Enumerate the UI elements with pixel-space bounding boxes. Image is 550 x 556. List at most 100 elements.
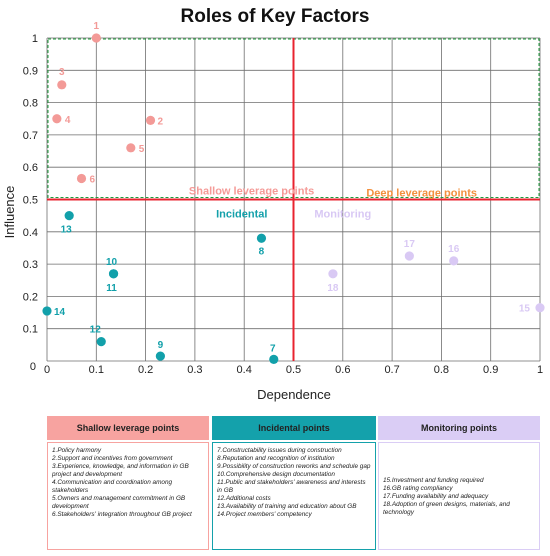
x-tick-label: 0.8 [434,364,449,376]
data-label: 15 [519,304,531,315]
data-point [64,211,74,221]
data-label: 8 [259,246,265,257]
x-tick-label: 0.2 [138,364,153,376]
legend-item: 3.Experience, knowledge, and information… [52,463,189,478]
region-label: Incidental [216,208,267,220]
data-point [91,33,101,43]
data-label: 11 [106,283,117,294]
legend-item: 9.Possibility of construction reworks an… [217,463,371,470]
data-label: 3 [59,67,65,78]
data-label: 13 [61,225,73,236]
x-tick-label: 0 [44,364,50,376]
data-point [449,256,459,266]
legend-item: 15.Investment and funding required [383,477,484,484]
legend-item: 2.Support and incentives from government [52,455,173,462]
legend-incidental-body: 7.Constructability issues during constru… [212,442,376,550]
legend-incidental-list: 7.Constructability issues during constru… [217,447,371,519]
y-tick-label: 0.9 [23,65,38,77]
x-tick-label: 0.7 [384,364,399,376]
data-label: 6 [90,175,96,186]
region-label: Deep leverage points [366,187,477,199]
quadrant-dividers [47,38,540,361]
legend-item: 10.Comprehensive design documentation [217,471,335,478]
legend-item: 8.Reputation and recognition of institut… [217,455,335,462]
legend-item: 18.Adoption of green designs, materials,… [383,501,510,516]
y-tick-label: 0.6 [23,162,38,174]
data-point [145,115,156,125]
legend-item: 16.GB rating compliancy [383,485,453,492]
y-tick-label: 0.4 [23,227,38,239]
data-label: 17 [404,239,416,250]
x-tick-label: 0.9 [483,364,498,376]
data-label: 12 [90,325,102,336]
data-point [96,337,106,347]
legend-incidental-heading: Incidental points [212,416,376,440]
y-tick-label: 0.5 [23,195,38,207]
legend-item: 12.Additional costs [217,495,271,502]
data-point [269,354,279,364]
data-point [57,80,67,90]
y-tick-label: 0.8 [23,98,38,110]
region-labels: Shallow leverage points Deep leverage poi… [189,186,477,221]
legend-item: 7.Constructability issues during constru… [217,447,342,454]
legend-incidental-box: Incidental points 7.Constructability iss… [212,416,376,550]
data-point [52,114,62,124]
data-label: 18 [327,283,339,294]
data-label: 14 [54,307,66,318]
legend-item: 14.Project members' competency [217,511,312,518]
x-tick-label: 0.3 [187,364,202,376]
data-label: 5 [139,144,145,155]
data-label: 7 [270,343,276,354]
legend-item: 5.Owners and management commitment in GB… [52,495,186,510]
data-point [76,173,87,184]
data-point [535,303,545,313]
x-tick-label: 0.6 [335,364,350,376]
data-point [126,143,136,153]
x-tick-label: 1 [537,364,543,376]
legend-item: 11.Public and stakeholders' awareness an… [217,479,366,494]
legend-shallow-box: Shallow leverage points 1.Policy harmony… [47,416,209,550]
legend-item: 17.Funding availability and adequacy [383,493,489,500]
data-point [42,306,52,316]
x-tick-label: 0.5 [286,364,301,376]
legend-monitoring-body: 15.Investment and funding required 16.GB… [378,442,540,550]
data-label: 1 [94,21,100,32]
legend-monitoring-box: Monitoring points 15.Investment and fund… [378,416,540,550]
y-tick-label: 0.7 [23,130,38,142]
data-label: 16 [448,244,460,255]
legend-item: 1.Policy harmony [52,447,102,454]
y-axis-title: Influence [2,186,17,239]
scatter-chart: Roles of Key Factors 0 0.1 0.2 0.3 0.4 0.5 0.6… [2,6,545,402]
legend-shallow-heading: Shallow leverage points [47,416,209,440]
legend-item: 4.Communication and coordination among s… [52,479,173,494]
data-label: 2 [158,116,164,127]
legend-monitoring-list: 15.Investment and funding required 16.GB… [383,477,535,517]
y-tick-label: 0.2 [23,291,38,303]
data-point [328,269,338,279]
data-label: 10 [106,257,118,268]
data-label: 4 [65,115,71,126]
legend-shallow-list: 1.Policy harmony 2.Support and incentive… [52,447,204,519]
region-label: Shallow leverage points [189,186,314,198]
y-tick-label: 0 [30,361,36,373]
legend-shallow-body: 1.Policy harmony 2.Support and incentive… [47,442,209,550]
y-tick-label: 0.1 [23,324,38,336]
y-tick-label: 0.3 [23,259,38,271]
y-tick-label: 1 [32,33,38,45]
x-tick-label: 0.1 [89,364,104,376]
x-tick-label: 0.4 [237,364,252,376]
data-point [155,351,165,361]
legend-item: 13.Availability of training and educatio… [217,503,357,510]
data-label: 9 [158,340,164,351]
region-label: Monitoring [314,208,371,220]
chart-title: Roles of Key Factors [181,6,370,27]
data-point [108,269,119,279]
legend-monitoring-heading: Monitoring points [378,416,540,440]
legend-item: 6.Stakeholders' integration throughout G… [52,511,192,518]
x-axis-title: Dependence [257,387,331,402]
data-point [404,251,414,261]
x-tick-labels: 0 0.1 0.2 0.3 0.4 0.5 0.6 0.7 0.8 0.9 1 [44,364,543,376]
data-point [256,233,267,243]
y-tick-labels: 0 0.1 0.2 0.3 0.4 0.5 0.6 0.7 0.8 0.9 1 [23,33,38,373]
